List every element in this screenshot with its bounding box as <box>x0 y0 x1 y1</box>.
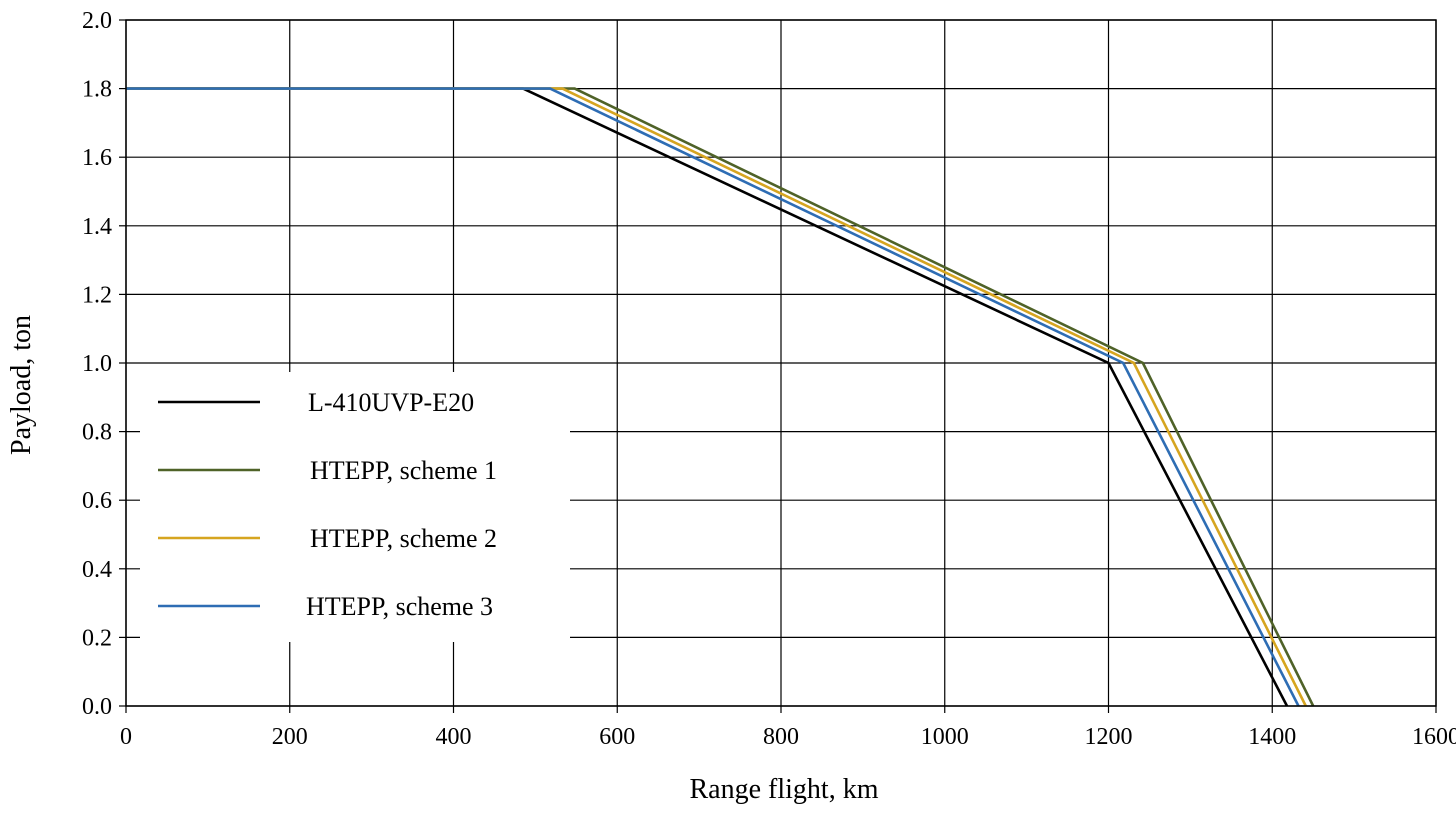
y-tick-label: 1.4 <box>82 214 112 240</box>
y-tick-label: 1.8 <box>82 77 112 103</box>
x-tick-label: 800 <box>763 724 799 750</box>
y-tick-label: 0.4 <box>82 557 112 583</box>
y-axis-title: Payload, ton <box>6 315 37 455</box>
x-tick-label: 600 <box>599 724 635 750</box>
y-tick-label: 1.0 <box>82 351 112 377</box>
x-axis-title: Range flight, km <box>690 774 879 805</box>
x-tick-label: 200 <box>272 724 308 750</box>
tick-labels: 0 200 400 600 800 1000 1200 1400 1600 0.0 0.2 0.4 0.… <box>82 8 1456 750</box>
y-tick-label: 0.8 <box>82 420 112 446</box>
x-tick-label: 1400 <box>1248 724 1296 750</box>
x-tick-label: 400 <box>436 724 472 750</box>
x-tick-label: 1600 <box>1412 724 1456 750</box>
x-tick-label: 1200 <box>1085 724 1133 750</box>
legend-label-2: HTEPP, scheme 1 <box>310 456 497 485</box>
y-tick-label: 0.2 <box>82 625 112 651</box>
y-tick-label: 1.2 <box>82 282 112 308</box>
series-lines <box>126 87 1315 707</box>
series-line-4 <box>126 87 1300 707</box>
legend: L-410UVP-E20 HTEPP, scheme 1 HTEPP, scheme… <box>140 372 570 642</box>
legend-background <box>140 372 570 642</box>
y-tick-label: 0.6 <box>82 488 112 514</box>
y-tick-label: 2.0 <box>82 8 112 34</box>
x-tick-label: 1000 <box>921 724 969 750</box>
legend-label-3: HTEPP, scheme 2 <box>310 524 497 553</box>
y-tick-label: 1.6 <box>82 145 112 171</box>
legend-label-1: L-410UVP-E20 <box>308 388 474 417</box>
x-tick-label: 0 <box>120 724 132 750</box>
y-tick-label: 0.0 <box>82 694 112 720</box>
legend-label-4: HTEPP, scheme 3 <box>306 592 493 621</box>
